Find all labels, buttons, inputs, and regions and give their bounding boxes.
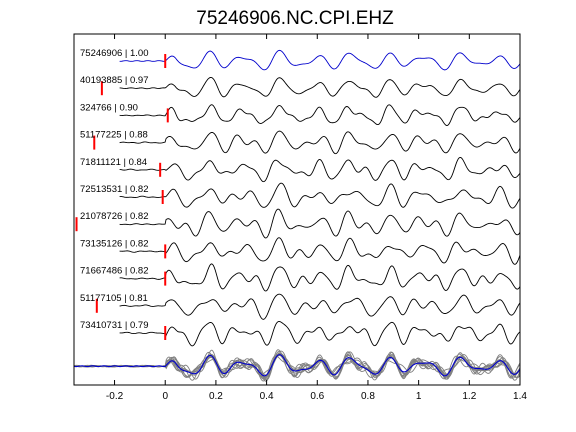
trace-line xyxy=(119,76,521,98)
stack-master-line xyxy=(73,354,521,377)
trace-label: 71667486 | 0.82 xyxy=(80,266,149,277)
x-tick-label: 0.2 xyxy=(209,391,223,402)
trace-label: 73410731 | 0.79 xyxy=(80,320,149,331)
trace-line xyxy=(119,156,521,183)
trace-line xyxy=(119,208,521,239)
master-trace-line xyxy=(119,49,521,71)
overlay-stack xyxy=(73,349,521,382)
trace-line xyxy=(119,182,521,209)
trace-label: 324766 | 0.90 xyxy=(80,102,138,113)
plot-frame xyxy=(73,33,521,386)
trace-labels: 75246906 | 1.00 40193885 | 0.97 324766 | 0… xyxy=(80,48,149,331)
x-tick-label: 0.4 xyxy=(260,391,274,402)
trace-label: 71811121 | 0.84 xyxy=(80,157,147,168)
trace-label: 51177225 | 0.88 xyxy=(80,130,148,141)
x-axis: -0.2 0 0.2 0.4 0.6 0.8 1 1.2 1.4 xyxy=(106,34,527,402)
x-tick-label: 1.4 xyxy=(513,391,527,402)
x-tick-label: 1 xyxy=(416,391,422,402)
x-tick-label: 0 xyxy=(162,391,168,402)
trace-label: 73135126 | 0.82 xyxy=(80,238,149,249)
traces-layer xyxy=(119,49,521,347)
trace-line xyxy=(119,237,521,265)
trace-label: 40193885 | 0.97 xyxy=(80,75,149,86)
trace-line xyxy=(119,104,521,126)
trace-line xyxy=(119,130,521,155)
pick-markers xyxy=(75,54,169,340)
trace-line xyxy=(119,293,521,320)
trace-label: 51177105 | 0.81 xyxy=(80,293,148,304)
trace-line xyxy=(119,321,521,347)
x-tick-label: 0.8 xyxy=(361,391,375,402)
trace-label: 72513531 | 0.82 xyxy=(80,184,149,195)
trace-line xyxy=(119,263,521,292)
x-tick-label: 0.6 xyxy=(310,391,324,402)
chart-title: 75246906.NC.CPI.EHZ xyxy=(196,8,394,29)
trace-label: 21078726 | 0.82 xyxy=(80,211,149,222)
x-tick-label: 1.2 xyxy=(462,391,476,402)
master-trace-label: 75246906 | 1.00 xyxy=(80,48,149,59)
x-tick-label: -0.2 xyxy=(106,391,124,402)
